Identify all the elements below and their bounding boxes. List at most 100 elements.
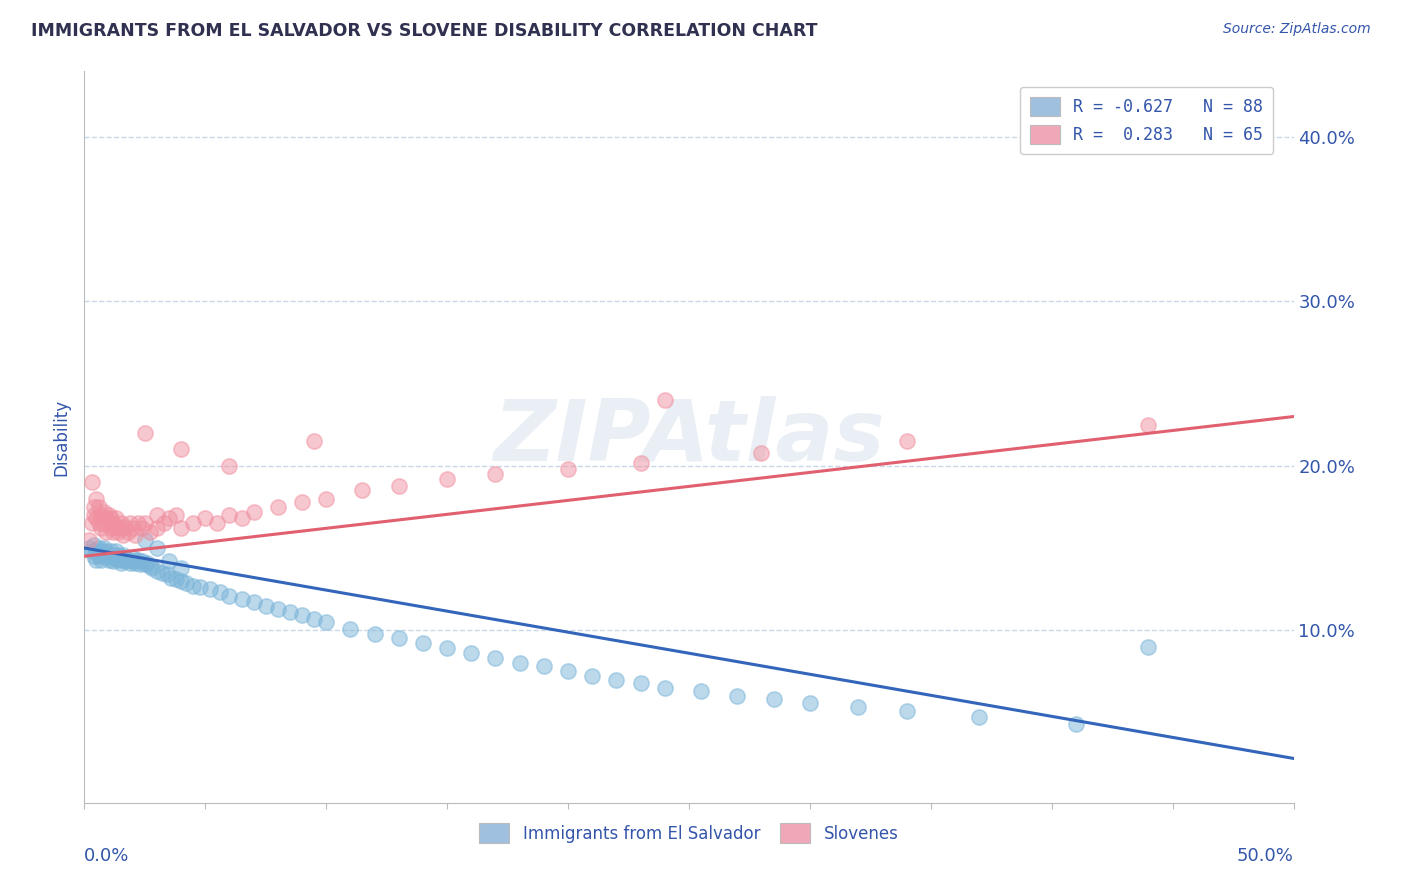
Point (157, 554, 180, 568)
Point (165, 572, 187, 586)
Point (114, 550, 136, 565)
Point (112, 528, 135, 542)
Point (484, 467, 506, 481)
Point (157, 511, 180, 525)
Point (104, 511, 127, 525)
Point (160, 571, 183, 585)
Point (762, 692, 785, 706)
Point (155, 567, 177, 582)
Point (80, 544, 103, 558)
Point (110, 550, 132, 565)
Point (630, 675, 652, 690)
Point (150, 566, 173, 580)
Point (557, 665, 579, 679)
Point (90, 552, 112, 566)
Point (138, 524, 160, 539)
Point (97, 508, 120, 523)
Point (100, 521, 122, 535)
Point (165, 508, 187, 523)
Point (127, 552, 149, 566)
Point (153, 516, 176, 531)
Point (131, 521, 153, 535)
Point (799, 696, 821, 710)
Point (97, 516, 120, 531)
Point (194, 511, 217, 525)
Point (174, 575, 197, 590)
Point (129, 558, 152, 572)
Point (388, 478, 411, 492)
Point (412, 636, 434, 650)
Point (110, 516, 132, 531)
Point (97, 552, 120, 566)
Point (484, 651, 506, 665)
Point (131, 554, 153, 568)
Point (751, 446, 773, 460)
Point (302, 434, 325, 449)
Text: IMMIGRANTS FROM EL SALVADOR VS SLOVENE DISABILITY CORRELATION CHART: IMMIGRANTS FROM EL SALVADOR VS SLOVENE D… (31, 22, 817, 40)
Point (352, 483, 374, 498)
Text: Source: ZipAtlas.com: Source: ZipAtlas.com (1223, 22, 1371, 37)
Point (83, 549, 105, 564)
Point (93, 505, 115, 519)
Point (198, 582, 221, 596)
Point (967, 710, 990, 724)
Point (93, 541, 115, 555)
Point (170, 574, 193, 588)
Point (77, 533, 100, 547)
Point (242, 505, 264, 519)
Point (146, 521, 169, 535)
Point (117, 552, 139, 566)
Point (557, 462, 579, 476)
Point (218, 458, 240, 473)
Point (134, 516, 156, 531)
Point (94, 544, 117, 558)
Point (93, 516, 115, 531)
Point (291, 608, 314, 623)
Point (134, 533, 156, 547)
Point (267, 500, 290, 514)
Point (100, 511, 122, 525)
Point (121, 554, 143, 568)
Point (103, 516, 125, 531)
Legend: Immigrants from El Salvador, Slovenes: Immigrants from El Salvador, Slovenes (472, 817, 905, 849)
Point (104, 550, 127, 565)
Point (231, 511, 253, 525)
Point (97, 548, 120, 562)
Point (114, 554, 136, 568)
Point (83, 500, 105, 514)
Point (1137, 417, 1160, 432)
Text: 50.0%: 50.0% (1237, 847, 1294, 864)
Point (83, 538, 105, 552)
Point (846, 700, 869, 714)
Point (207, 516, 229, 531)
Point (725, 689, 748, 703)
Point (104, 544, 127, 558)
Point (170, 521, 193, 535)
Point (87, 516, 110, 531)
Point (291, 495, 314, 509)
Point (605, 673, 627, 687)
Point (94, 549, 117, 564)
Point (103, 548, 125, 562)
Point (436, 641, 458, 656)
Point (83, 508, 105, 523)
Point (86, 544, 108, 558)
Point (134, 558, 156, 572)
Point (1064, 717, 1087, 731)
Point (127, 516, 149, 531)
Point (138, 559, 160, 574)
Point (267, 602, 290, 616)
Point (181, 579, 204, 593)
Point (302, 612, 325, 626)
Point (242, 595, 264, 609)
Point (112, 552, 135, 566)
Point (121, 550, 143, 565)
Point (107, 524, 129, 539)
Point (1137, 640, 1160, 654)
Point (121, 521, 143, 535)
Point (896, 704, 918, 718)
Point (80, 516, 103, 531)
Y-axis label: Disability: Disability (52, 399, 70, 475)
Point (86, 511, 108, 525)
Point (120, 556, 142, 570)
